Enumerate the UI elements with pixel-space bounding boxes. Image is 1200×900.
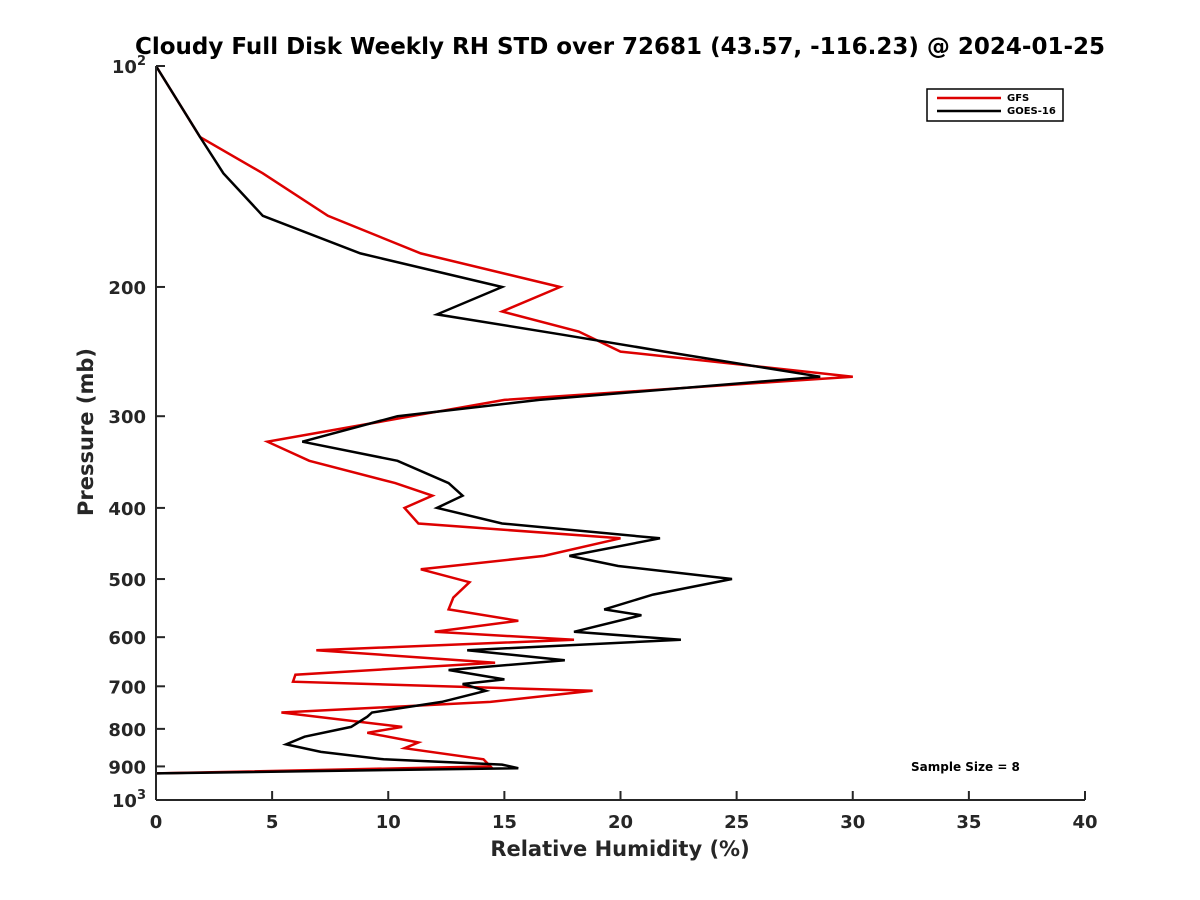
x-tick-label: 20 [608,812,633,833]
x-tick-label: 5 [266,812,279,833]
x-tick-label: 40 [1072,812,1097,833]
series-line-goes16 [154,65,821,775]
x-tick-label: 15 [492,812,517,833]
legend-box [926,88,1064,122]
y-tick-label: 700 [108,677,146,698]
legend-label-gfs: GFS [1007,93,1029,104]
y-tick-label: 400 [108,499,146,520]
y-tick-label: 800 [108,720,146,741]
x-tick-label: 35 [956,812,981,833]
series-line-gfs [154,65,853,775]
legend: GFS GOES-16 [926,88,1064,122]
axes: 0 5 10 15 20 25 30 35 40 102 200 300 400 500 600 700 800… [108,54,1097,833]
x-tick-label: 25 [724,812,749,833]
x-tick-label: 30 [840,812,865,833]
y-tick-label: 200 [108,278,146,299]
x-axis-label: Relative Humidity (%) [490,837,749,861]
y-tick-label: 500 [108,570,146,591]
y-axis-label: Pressure (mb) [74,348,98,516]
sample-size-annotation: Sample Size = 8 [911,760,1020,774]
y-tick-label: 102 [112,54,146,78]
y-tick-label: 103 [112,788,146,812]
x-tick-label: 10 [376,812,401,833]
legend-label-goes16: GOES-16 [1007,106,1056,117]
y-tick-label: 900 [108,757,146,778]
x-tick-label: 0 [150,812,163,833]
chart-title: Cloudy Full Disk Weekly RH STD over 7268… [135,34,1105,60]
y-tick-label: 300 [108,407,146,428]
y-tick-label: 600 [108,628,146,649]
plot-lines [154,65,853,775]
